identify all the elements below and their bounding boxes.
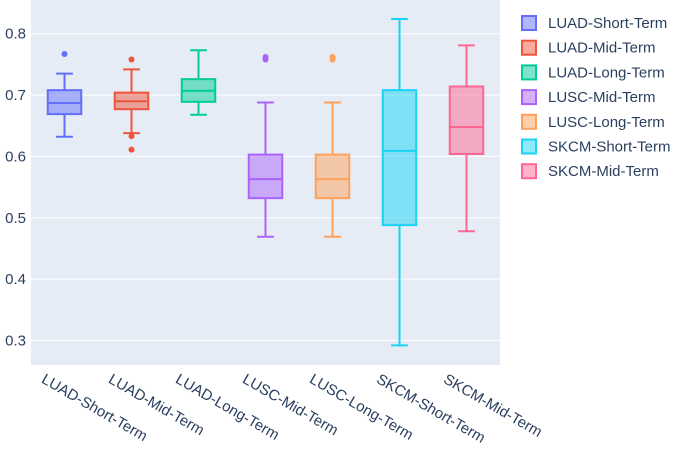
box-iqr xyxy=(247,153,284,200)
y-tick-label: 0.6 xyxy=(5,148,26,165)
outlier-point xyxy=(262,56,269,63)
y-tick-label: 0.3 xyxy=(5,332,26,349)
legend-label: LUSC-Mid-Term xyxy=(548,89,656,106)
y-axis-ticks: 0.3 0.4 0.5 0.6 0.7 0.8 xyxy=(5,26,26,350)
box-iqr xyxy=(314,153,351,200)
outlier-point xyxy=(329,56,336,63)
y-tick-label: 0.4 xyxy=(5,271,26,288)
y-tick-label: 0.5 xyxy=(5,210,26,227)
legend-swatch xyxy=(521,15,537,31)
legend-label: SKCM-Mid-Term xyxy=(548,163,659,180)
x-tick-label: SKCM-Short-Term xyxy=(374,371,489,447)
outlier-point xyxy=(128,56,135,63)
legend[interactable]: LUAD-Short-Term LUAD-Mid-Term LUAD-Long-Te… xyxy=(521,15,671,180)
box-lusc-long-term[interactable] xyxy=(314,54,351,238)
legend-swatch xyxy=(521,163,537,180)
legend-label: LUSC-Long-Term xyxy=(548,114,665,131)
box-luad-long-term[interactable] xyxy=(180,49,217,116)
legend-swatch xyxy=(521,64,537,81)
legend-swatch xyxy=(521,113,537,130)
legend-swatch xyxy=(521,39,537,56)
box-series xyxy=(46,18,485,347)
legend-swatch xyxy=(521,138,537,155)
legend-item[interactable]: LUSC-Mid-Term xyxy=(521,89,656,106)
box-skcm-mid-term[interactable] xyxy=(448,44,485,233)
box-luad-mid-term[interactable] xyxy=(113,56,150,153)
y-tick-label: 0.7 xyxy=(5,87,26,104)
box-iqr xyxy=(381,89,418,227)
outlier-point xyxy=(61,50,68,57)
legend-item[interactable]: LUSC-Long-Term xyxy=(521,113,665,131)
x-axis-ticks: LUAD-Short-TermLUAD-Mid-TermLUAD-Long-Te… xyxy=(39,371,545,447)
box-skcm-short-term[interactable] xyxy=(381,18,418,347)
outlier-point xyxy=(128,133,135,140)
legend-label: SKCM-Short-Term xyxy=(548,139,671,156)
box-luad-short-term[interactable] xyxy=(46,50,83,138)
legend-item[interactable]: LUAD-Short-Term xyxy=(521,15,667,32)
legend-item[interactable]: LUAD-Long-Term xyxy=(521,64,665,81)
legend-item[interactable]: LUAD-Mid-Term xyxy=(521,39,656,57)
legend-label: LUAD-Long-Term xyxy=(548,64,665,81)
box-lusc-mid-term[interactable] xyxy=(247,54,284,238)
legend-label: LUAD-Mid-Term xyxy=(548,40,656,57)
outlier-point xyxy=(128,146,135,153)
legend-item[interactable]: SKCM-Mid-Term xyxy=(521,163,659,180)
box-iqr xyxy=(448,85,485,155)
legend-label: LUAD-Short-Term xyxy=(548,15,667,32)
y-tick-label: 0.8 xyxy=(5,26,26,43)
legend-swatch xyxy=(521,89,537,106)
legend-item[interactable]: SKCM-Short-Term xyxy=(521,138,671,156)
